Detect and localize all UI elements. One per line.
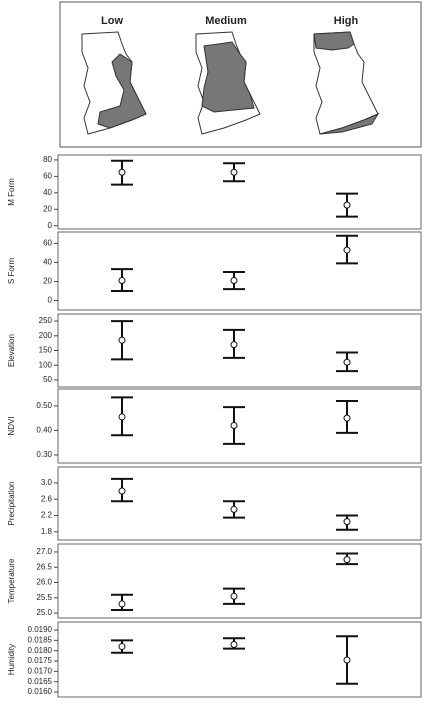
y-tick-label: 40 [43, 188, 52, 197]
map-medium [195, 31, 261, 135]
mean-point [230, 168, 238, 176]
y-tick-label: 200 [39, 331, 53, 340]
y-tick-label: 250 [39, 316, 53, 325]
plot-area [57, 154, 422, 230]
y-tick-label: 0.0180 [28, 646, 53, 655]
y-axis-label: Temperature [7, 558, 16, 603]
map-zone [201, 41, 255, 113]
y-tick-label: 60 [43, 171, 52, 180]
plot-area [57, 313, 422, 388]
map-high [313, 31, 380, 135]
mean-point [230, 277, 238, 285]
y-tick-label: 26.5 [36, 562, 52, 571]
mean-point [343, 201, 351, 209]
mean-point [118, 487, 126, 495]
mean-point [230, 422, 238, 430]
mean-point [343, 358, 351, 366]
y-tick-label: 20 [43, 204, 52, 213]
y-tick-label: 0.0165 [28, 677, 53, 686]
map-zone [97, 53, 147, 129]
y-tick-label: 0.0185 [28, 635, 53, 644]
y-tick-label: 0.0175 [28, 656, 53, 665]
y-tick-label: 25.5 [36, 593, 52, 602]
map-label: High [334, 15, 359, 27]
mean-point [230, 640, 238, 648]
y-tick-label: 50 [43, 375, 52, 384]
mean-point [118, 277, 126, 285]
mean-point [343, 246, 351, 254]
y-axis-label: Elevation [7, 334, 16, 367]
y-tick-label: 1.8 [41, 527, 53, 536]
map-low [81, 31, 147, 135]
y-axis-label: Humidity [7, 644, 16, 675]
mean-point [343, 556, 351, 564]
y-tick-label: 20 [43, 277, 52, 286]
y-tick-label: 0.0190 [28, 625, 53, 634]
y-tick-label: 60 [43, 239, 52, 248]
mean-point [118, 643, 126, 651]
y-tick-label: 0.50 [36, 401, 52, 410]
mean-point [118, 600, 126, 608]
y-tick-label: 80 [43, 155, 52, 164]
mean-point [343, 656, 351, 664]
plot-area [57, 621, 422, 698]
mean-point [230, 341, 238, 349]
y-axis-label: NDVI [7, 416, 16, 435]
map-zone [319, 112, 380, 135]
y-tick-label: 25.0 [36, 608, 52, 617]
mean-point [343, 414, 351, 422]
mean-point [118, 336, 126, 344]
mean-point [230, 592, 238, 600]
y-axis-label: M Form [7, 178, 16, 206]
plot-area [57, 543, 422, 619]
y-tick-label: 0 [48, 221, 53, 230]
map-label: Medium [205, 15, 247, 27]
mean-point [118, 168, 126, 176]
y-tick-label: 2.6 [41, 494, 53, 503]
y-tick-label: 0.30 [36, 450, 52, 459]
y-tick-label: 27.0 [36, 547, 52, 556]
mean-point [230, 505, 238, 513]
mean-point [118, 413, 126, 421]
y-axis-label: Precipitation [7, 481, 16, 525]
map-zone [313, 31, 355, 51]
y-tick-label: 0.0160 [28, 687, 53, 696]
y-tick-label: 100 [39, 360, 53, 369]
map-label: Low [101, 15, 123, 27]
y-tick-label: 0.0170 [28, 666, 53, 675]
plot-area [57, 388, 422, 464]
y-tick-label: 26.0 [36, 578, 52, 587]
y-tick-label: 3.0 [41, 478, 53, 487]
y-tick-label: 0.40 [36, 426, 52, 435]
mean-point [343, 518, 351, 526]
y-tick-label: 2.2 [41, 511, 53, 520]
y-tick-label: 40 [43, 258, 52, 267]
y-axis-label: S Form [7, 258, 16, 285]
y-tick-label: 0 [48, 296, 53, 305]
y-tick-label: 150 [39, 346, 53, 355]
